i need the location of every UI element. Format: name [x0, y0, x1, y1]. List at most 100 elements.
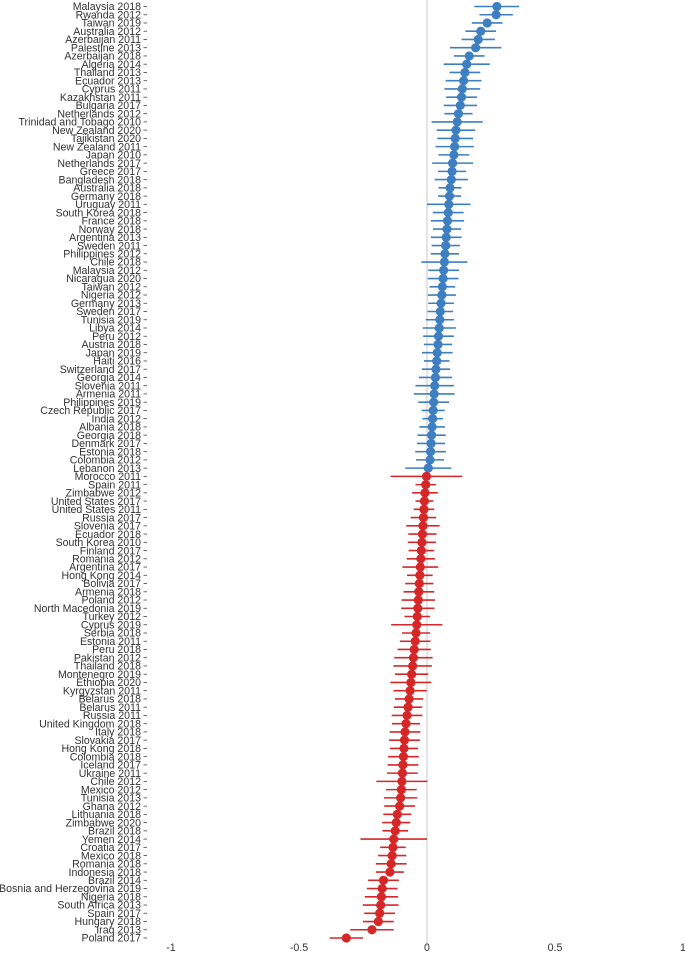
- y-tick-label: Zimbabwe 2012: [66, 488, 141, 500]
- estimate-point: [413, 603, 423, 613]
- x-tick-label: 1: [680, 942, 685, 954]
- estimate-point: [415, 562, 425, 572]
- estimate-point: [402, 710, 412, 721]
- y-tick-marks: [143, 6, 147, 939]
- y-tick-label: Uruguay 2011: [75, 199, 141, 211]
- y-tick-label: Rwanda 2012: [76, 9, 141, 21]
- y-tick-label: Yemen 2014: [82, 834, 141, 846]
- y-tick-label: Philippines 2019: [63, 397, 141, 409]
- estimate-point: [433, 331, 444, 341]
- y-tick-label: Denmark 2017: [72, 438, 142, 450]
- estimate-point: [445, 183, 455, 193]
- estimate-point: [439, 265, 449, 275]
- y-tick-label: Brazil 2014: [88, 875, 141, 887]
- y-tick-label: Sweden 2017: [76, 306, 141, 318]
- y-tick-label: New Zealand 2020: [52, 125, 141, 137]
- estimate-point: [373, 916, 383, 927]
- y-tick-label: Italy 2018: [95, 727, 141, 739]
- estimate-point: [378, 875, 389, 885]
- estimate-point: [405, 686, 415, 696]
- estimate-point: [450, 133, 460, 143]
- estimate-point: [385, 867, 395, 877]
- estimate-point: [377, 883, 387, 894]
- y-tick-label: Turkey 2012: [83, 611, 142, 623]
- estimate-point: [473, 34, 483, 45]
- estimate-point: [411, 628, 421, 638]
- y-tick-label: Pakistan 2012: [74, 652, 141, 664]
- estimate-point: [396, 793, 406, 803]
- y-tick-label: Lithuania 2018: [71, 809, 141, 821]
- y-tick-label: Indonesia 2018: [69, 867, 142, 879]
- y-tick-label: Australia 2012: [73, 26, 141, 38]
- y-tick-label: Finland 2017: [80, 545, 141, 557]
- estimate-point: [441, 232, 451, 242]
- estimate-point: [457, 84, 467, 94]
- estimate-point: [427, 422, 437, 432]
- estimate-point: [418, 512, 429, 523]
- y-tick-label: Greece 2017: [80, 166, 141, 178]
- estimate-point: [460, 67, 470, 78]
- y-tick-label: Thailand 2018: [74, 661, 141, 673]
- estimate-point: [410, 636, 420, 646]
- x-tick-label: -0.5: [290, 942, 308, 954]
- y-tick-label: Russia 2017: [82, 512, 141, 524]
- y-tick-label: Serbia 2018: [84, 628, 141, 640]
- y-tick-label: Armenia 2011: [76, 389, 141, 401]
- y-tick-label: Kazakhstan 2011: [60, 92, 141, 104]
- estimate-point: [430, 372, 441, 383]
- y-tick-label: Peru 2012: [92, 331, 141, 343]
- estimate-point: [426, 438, 436, 448]
- estimate-point: [412, 620, 422, 630]
- y-tick-label: Albania 2018: [79, 422, 141, 434]
- y-tick-label: Bulgaria 2017: [76, 100, 141, 112]
- y-tick-label: Cyprus 2011: [82, 84, 141, 96]
- estimate-point: [471, 43, 481, 53]
- estimate-point: [399, 735, 410, 745]
- y-tick-label: India 2012: [92, 413, 142, 425]
- estimate-point: [442, 216, 453, 226]
- y-tick-label: Malaysia 2012: [73, 265, 141, 277]
- estimate-point: [387, 850, 397, 861]
- y-tick-label: Australia 2018: [73, 183, 141, 195]
- y-tick-label: Russia 2011: [83, 710, 141, 722]
- estimate-point: [416, 545, 426, 556]
- estimate-point: [429, 397, 439, 407]
- estimate-point: [412, 611, 422, 622]
- estimate-point: [433, 339, 443, 350]
- y-tick-label: Slovakia 2017: [74, 735, 141, 747]
- estimate-point: [398, 752, 409, 762]
- y-tick-label: Nicaragua 2020: [66, 273, 141, 285]
- confidence-intervals: [329, 5, 520, 939]
- y-tick-label: Austria 2018: [82, 339, 142, 351]
- y-tick-label: Ukraine 2011: [79, 768, 141, 780]
- estimate-point: [389, 834, 399, 844]
- estimate-point: [397, 768, 408, 778]
- y-tick-label: South Africa 2013: [57, 900, 141, 912]
- estimate-point: [415, 570, 425, 580]
- y-tick-label: Argentina 2017: [69, 562, 141, 574]
- y-tick-label: Morocco 2011: [75, 471, 141, 483]
- estimate-point: [434, 323, 444, 333]
- estimate-point: [414, 578, 424, 589]
- y-tick-label: Croatia 2017: [80, 842, 141, 854]
- x-tick-label: -1: [166, 942, 176, 954]
- estimate-point: [441, 240, 451, 251]
- y-tick-label: North Macedonia 2019: [34, 603, 141, 615]
- y-tick-label: Belarus 2018: [79, 694, 142, 706]
- estimate-point: [409, 644, 419, 655]
- y-tick-label: Argentina 2013: [69, 232, 141, 244]
- estimate-point: [444, 199, 454, 209]
- estimate-point: [341, 933, 351, 943]
- estimate-point: [421, 471, 432, 481]
- estimate-point: [450, 142, 460, 152]
- y-tick-label: Germany 2018: [71, 191, 141, 203]
- estimate-point: [429, 389, 439, 399]
- estimate-point: [436, 298, 446, 308]
- estimate-point: [392, 809, 402, 819]
- y-tick-label: Georgia 2018: [77, 430, 141, 442]
- y-tick-label: Iceland 2017: [80, 760, 141, 772]
- estimate-point: [401, 719, 411, 729]
- y-tick-label: United States 2017: [51, 496, 141, 508]
- y-tick-label: Poland 2012: [82, 595, 142, 607]
